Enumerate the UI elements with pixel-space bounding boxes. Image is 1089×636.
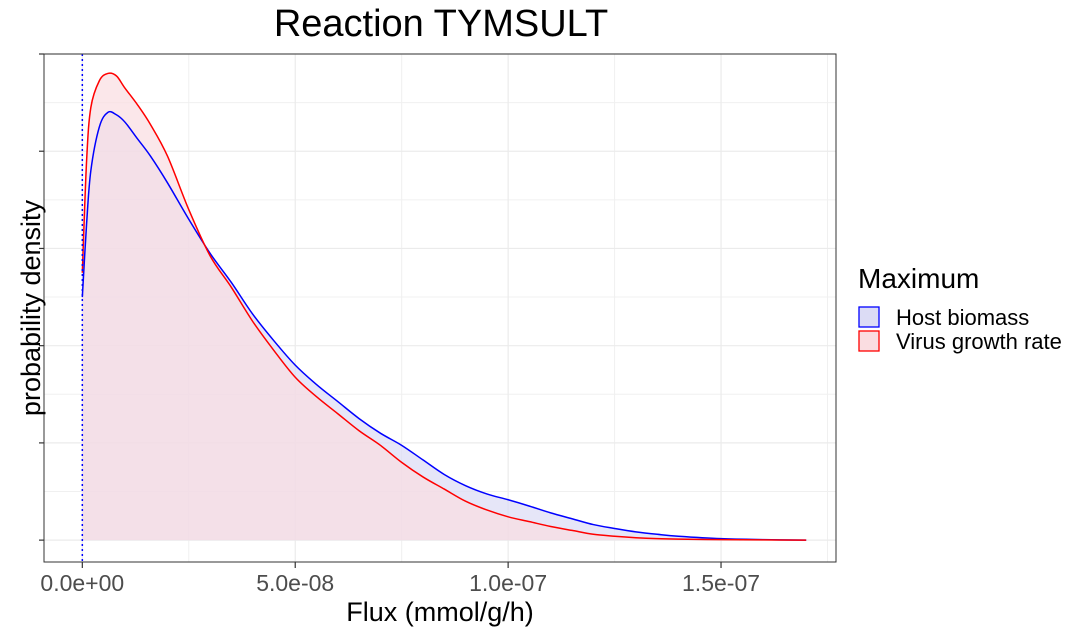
density-line-virus-growth-rate bbox=[81, 72, 807, 541]
x-tick-label: 0.0e+00 bbox=[40, 570, 124, 596]
x-tick-label: 1.0e-07 bbox=[469, 570, 547, 596]
legend-key-host-biomass bbox=[858, 306, 880, 328]
legend-label: Host biomass bbox=[896, 305, 1029, 330]
y-axis-title: probability density bbox=[16, 199, 46, 416]
series-fills bbox=[82, 73, 807, 541]
density-area-virus-growth-rate bbox=[82, 73, 807, 541]
chart-title: Reaction TYMSULT bbox=[274, 3, 608, 45]
x-tick-label: 5.0e-08 bbox=[256, 570, 334, 596]
plot-panel-border bbox=[43, 53, 837, 563]
series-lines bbox=[81, 72, 807, 541]
legend-title: Maximum bbox=[858, 263, 979, 294]
legend-key-virus-growth-rate bbox=[858, 330, 880, 352]
y-axis-ticks bbox=[39, 53, 44, 541]
legend-label: Virus growth rate bbox=[896, 329, 1062, 354]
x-axis-title: Flux (mmol/g/h) bbox=[346, 597, 534, 627]
x-tick-label: 1.5e-07 bbox=[682, 570, 760, 596]
x-axis-tick-labels: 0.0e+00 5.0e-08 1.0e-07 1.5e-07 bbox=[40, 570, 760, 596]
density-line-host-biomass bbox=[81, 110, 807, 541]
x-axis-ticks bbox=[81, 562, 722, 568]
